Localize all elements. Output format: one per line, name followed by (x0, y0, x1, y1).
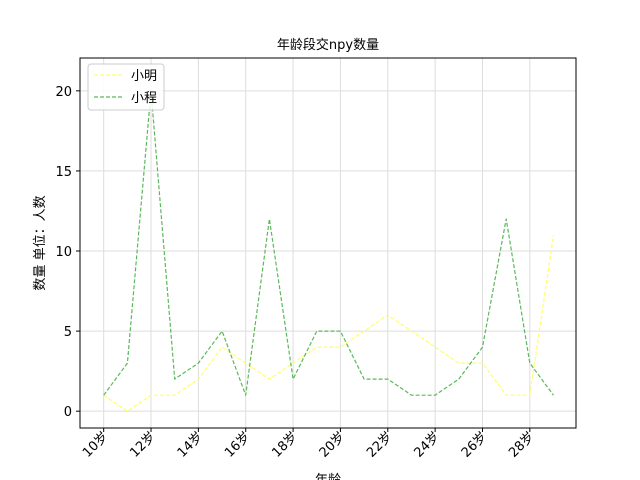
grid (80, 58, 576, 428)
y-tick-label: 0 (64, 405, 72, 420)
legend-label-xiaocheng: 小程 (131, 91, 157, 106)
series-line-1 (103, 90, 554, 396)
y-axis: 0 5 10 15 20 (55, 85, 80, 420)
y-tick-label: 10 (55, 245, 72, 260)
plot-frame (79, 57, 577, 429)
y-axis-label: 数量 单位：人数 (33, 195, 48, 290)
y-tick-label: 20 (55, 85, 72, 100)
series-layer (103, 90, 555, 412)
legend: 小明 小程 (87, 63, 165, 111)
y-tick-label: 5 (64, 325, 72, 340)
y-tick-label: 15 (55, 165, 72, 180)
x-axis-label: 年龄 (315, 473, 341, 480)
legend-label-xiaoming: 小明 (131, 69, 157, 84)
series-line-0 (103, 234, 555, 412)
chart-title: 年龄段交npy数量 (277, 37, 379, 53)
